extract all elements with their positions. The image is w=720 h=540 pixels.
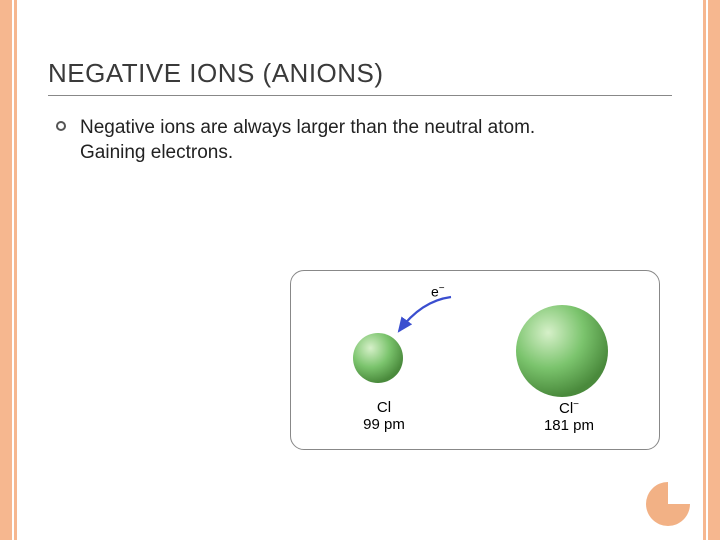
slide-content: NEGATIVE IONS (ANIONS) Negative ions are… [48, 58, 672, 165]
atom-anion-symbol: Cl [559, 400, 573, 417]
atom-anion-label: Cl− 181 pm [529, 399, 609, 435]
atom-anion-size: 181 pm [544, 417, 594, 434]
atom-neutral-circle [353, 333, 403, 383]
anion-diagram: e− Cl 99 pm Cl− 18 [290, 270, 660, 450]
atom-neutral-size: 99 pm [363, 416, 405, 433]
bullet-text: Negative ions are always larger than the… [80, 116, 600, 165]
atom-neutral-symbol: Cl [377, 399, 391, 416]
bullet-item: Negative ions are always larger than the… [48, 116, 672, 165]
electron-arrow [399, 297, 451, 331]
atom-anion-circle [516, 305, 608, 397]
atom-neutral-label: Cl 99 pm [349, 399, 419, 434]
slide-title: NEGATIVE IONS (ANIONS) [48, 58, 672, 96]
atom-anion-charge: − [573, 399, 579, 410]
corner-accent-icon [646, 482, 690, 526]
bullet-icon [56, 121, 66, 131]
